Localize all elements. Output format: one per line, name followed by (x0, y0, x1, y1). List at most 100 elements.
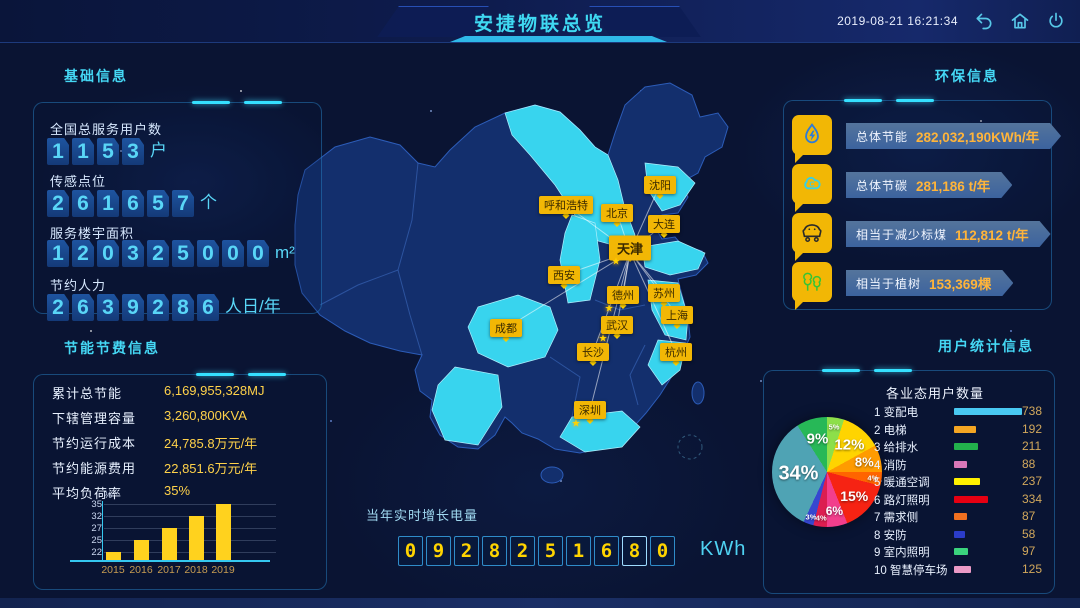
stat-digit: 2 (147, 294, 169, 321)
stat-digit: 7 (172, 190, 194, 217)
header-bar: 安捷物联总览 2019-08-21 16:21:34 (0, 0, 1080, 43)
pie-slice-label: 9% (806, 430, 829, 448)
stat-digit: 2 (47, 294, 69, 321)
env-row-ribbon: 相当于减少标煤 112,812 t/年 (846, 221, 1051, 247)
stat-unit: m² (275, 243, 295, 262)
env-info-panel: 总体节能 282,032,190KWh/年 C 总体节碳 281,186 t/年 相当于减… (783, 99, 1052, 310)
pie-slice-label: 4% (815, 513, 827, 523)
legend-label: 5 暖通空调 (874, 477, 930, 489)
legend-label: 4 消防 (874, 459, 907, 472)
energy-saving-icon (792, 115, 832, 163)
bar-chart-x-axis (70, 560, 270, 562)
env-row: 相当于减少标煤 112,812 t/年 (792, 213, 1042, 261)
stat-digit: 1 (72, 138, 94, 165)
energy-row-label: 平均负荷率 (52, 486, 123, 501)
counter-digit: 6 (594, 536, 619, 566)
pie-slice-label: 3% (805, 512, 817, 521)
stat-unit: 户 (150, 141, 167, 160)
env-info-title: 环保信息 (935, 68, 999, 84)
legend-value: 88 (1022, 456, 1036, 471)
stat-unit: 人日/年 (225, 297, 281, 316)
link-line (629, 251, 678, 316)
stat-digit: 0 (97, 240, 119, 267)
panel-dash (244, 101, 282, 104)
legend-item[interactable]: 1 变配电 738 (874, 404, 1052, 419)
city-label-深圳: 深圳 (574, 401, 606, 419)
counter-digit: 2 (454, 536, 479, 566)
stat-value: 2 6 3 9 2 8 6 人日/年 (47, 292, 281, 321)
legend-value: 125 (1022, 561, 1043, 576)
bar-chart-bar (106, 552, 121, 560)
energy-row: 节约能源费用 22,851.6万元/年 (52, 458, 312, 478)
coal-cart-icon (792, 213, 832, 261)
bar-chart-bar (189, 516, 204, 560)
city-label-杭州: 杭州 (660, 343, 692, 361)
stat-unit: 个 (200, 193, 217, 212)
city-label-北京: 北京 (601, 204, 633, 222)
home-icon[interactable] (1010, 11, 1030, 31)
stat-label: 全国总服务用户数 (50, 122, 163, 137)
env-row-label: 相当于减少标煤 (856, 227, 948, 242)
env-row-ribbon: 相当于植树 153,369棵 (846, 270, 1013, 296)
stat-digit: 6 (72, 294, 94, 321)
user-stats-panel: 各业态用户数量 5% 12% 8% 4% 15% 6% 4% 3% 34% 9% 1 变配电 738… (763, 369, 1055, 594)
bar-chart-y-tick: 32 (91, 511, 102, 522)
env-row-value: 153,369棵 (929, 277, 992, 292)
legend-item[interactable]: 9 室内照明 97 (874, 544, 1052, 559)
bar-chart-bar (216, 504, 231, 560)
tree-icon (792, 262, 832, 310)
energy-row: 平均负荷率 35% (52, 483, 312, 503)
load-rate-bar-chart: % 22 25 27 32 35 2015 2016 2017 2018 2019 (70, 490, 315, 579)
env-row-ribbon: 总体节能 282,032,190KWh/年 (846, 123, 1061, 149)
stat-digit: 8 (172, 294, 194, 321)
pie-slice-label: 6% (825, 503, 844, 518)
legend-color-bar (954, 565, 971, 573)
counter-digit: 0 (398, 536, 423, 566)
city-label-武汉: 武汉 (601, 316, 633, 334)
stat-digit: 2 (47, 190, 69, 217)
energy-row-value: 3,260,800KVA (164, 408, 247, 423)
user-stats-subtitle: 各业态用户数量 (886, 386, 985, 401)
stat-digit: 1 (47, 138, 69, 165)
counter-digit: 9 (426, 536, 451, 566)
power-icon[interactable] (1046, 11, 1066, 31)
legend-label: 3 给排水 (874, 442, 919, 454)
legend-color-bar (954, 478, 980, 485)
city-label-成都: 成都 (490, 319, 522, 337)
bar-chart-y-unit: % (104, 490, 113, 500)
stat-digit: 0 (197, 240, 219, 267)
bar-chart-x-tick: 2018 (184, 564, 208, 576)
carbon-saving-icon: C (792, 164, 832, 212)
hainan-island (540, 466, 564, 484)
legend-color-bar (954, 425, 976, 433)
env-row: C 总体节碳 281,186 t/年 (792, 164, 1042, 212)
legend-item[interactable]: 8 安防 58 (874, 527, 1052, 542)
legend-item[interactable]: 4 消防 88 (874, 457, 1052, 472)
legend-item[interactable]: 2 电梯 192 (874, 422, 1052, 437)
legend-item[interactable]: 6 路灯照明 334 (874, 492, 1052, 507)
bar-chart-y-tick: 22 (91, 547, 102, 558)
legend-label: 6 路灯照明 (874, 494, 930, 507)
back-icon[interactable] (974, 11, 994, 31)
pie-slice-label: 8% (854, 454, 874, 470)
header-underline (450, 36, 667, 42)
user-type-pie-chart: 5% 12% 8% 4% 15% 6% 4% 3% 34% 9% (772, 417, 882, 527)
legend-item[interactable]: 3 给排水 211 (874, 439, 1052, 454)
legend-label: 2 电梯 (874, 424, 907, 437)
legend-item[interactable]: 10 智慧停车场 125 (874, 562, 1052, 577)
bar-chart-x-tick: 2019 (211, 564, 235, 576)
legend-item[interactable]: 5 暖通空调 237 (874, 474, 1052, 489)
stat-digit: 9 (122, 294, 144, 321)
energy-info-title: 节能节费信息 (64, 340, 160, 356)
stat-digit: 3 (97, 294, 119, 321)
legend-color-bar (954, 530, 965, 538)
legend-item[interactable]: 7 需求侧 87 (874, 509, 1052, 524)
env-row-label: 相当于植树 (856, 276, 922, 291)
city-label-上海: 上海 (661, 306, 693, 324)
stat-label: 节约人力 (50, 278, 107, 293)
legend-label: 9 室内照明 (874, 547, 930, 559)
energy-info-panel: 累计总节能 6,169,955,328MJ 下辖管理容量 3,260,800KVA 节约… (33, 373, 327, 590)
legend-color-bar (954, 443, 978, 450)
energy-row-value: 24,785.8万元/年 (164, 436, 258, 451)
env-row: 相当于植树 153,369棵 (792, 262, 1042, 310)
